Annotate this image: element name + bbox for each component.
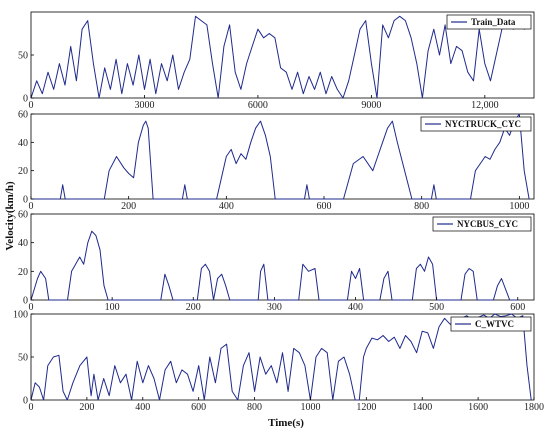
y-tick-label: 0 (23, 94, 28, 105)
legend-box (420, 116, 532, 132)
series-line (30, 313, 532, 401)
legend-label: NYCTRUCK_CYC (445, 119, 521, 129)
legend: Train_Data (446, 14, 532, 30)
y-tick-label: 0 (23, 195, 28, 206)
legend-label: Train_Data (471, 17, 516, 27)
y-tick-label: 50 (18, 51, 28, 62)
x-tick-label: 200 (79, 402, 94, 413)
series-line (30, 15, 531, 99)
chart-panel-1: 0 3000 6000 9000 12,000 0 50 Train_Data (18, 11, 535, 111)
legend-box (450, 316, 532, 332)
y-tick-label: 100 (13, 310, 28, 321)
x-tick-label: 100 (105, 302, 120, 313)
x-tick-label: 1600 (468, 402, 488, 413)
y-tick-label: 60 (18, 110, 28, 121)
legend-box (446, 14, 532, 30)
x-tick-label: 3000 (134, 100, 154, 111)
x-tick-label: 200 (121, 201, 136, 212)
x-axis-title: Time(s) (268, 417, 304, 429)
x-tick-label: 1400 (412, 402, 432, 413)
y-tick-label: 20 (18, 267, 28, 278)
y-tick-label: 60 (18, 210, 28, 221)
series-line (30, 230, 518, 301)
x-tick-label: 0 (29, 100, 34, 111)
legend: NYCBUS_CYC (432, 216, 532, 232)
series-line (31, 113, 530, 200)
y-tick-label: 20 (18, 166, 28, 177)
x-tick-label: 0 (29, 402, 34, 413)
x-tick-label: 1000 (509, 201, 529, 212)
x-tick-label: 600 (317, 201, 332, 212)
x-tick-label: 1800 (524, 402, 544, 413)
plot-frame (30, 313, 535, 401)
x-tick-label: 0 (29, 302, 34, 313)
x-tick-label: 400 (348, 302, 363, 313)
x-tick-label: 12,000 (471, 100, 499, 111)
x-tick-label: 600 (191, 402, 206, 413)
x-tick-label: 600 (510, 302, 525, 313)
x-tick-label: 300 (267, 302, 282, 313)
x-tick-label: 1000 (300, 402, 320, 413)
y-tick-label: 50 (18, 353, 28, 364)
legend-label: C_WTVC (475, 319, 514, 329)
legend-box (432, 216, 532, 232)
x-tick-label: 800 (414, 201, 429, 212)
y-axis-title: Velocity(km/h) (4, 181, 16, 251)
x-tick-label: 500 (429, 302, 444, 313)
x-tick-label: 400 (219, 201, 234, 212)
chart-panel-4: 0 200 400 600 800 1000 1200 1400 1600 1800 0 50 100 C… (13, 310, 544, 414)
chart-panel-2: 0 200 400 600 800 1000 0 20 40 60 NYCTRUCK_CYC (18, 110, 535, 212)
x-tick-label: 1200 (356, 402, 376, 413)
y-tick-label: 0 (23, 296, 28, 307)
x-tick-label: 6000 (248, 100, 268, 111)
x-tick-label: 0 (29, 201, 34, 212)
x-tick-label: 200 (186, 302, 201, 313)
x-tick-label: 800 (247, 402, 262, 413)
legend: C_WTVC (450, 316, 532, 332)
x-tick-label: 9000 (361, 100, 381, 111)
chart-panel-3: 0 100 200 300 400 500 600 0 20 40 60 NYCBUS_CYC (18, 210, 535, 313)
y-tick-label: 40 (18, 138, 28, 149)
y-tick-label: 40 (18, 238, 28, 249)
legend: NYCTRUCK_CYC (420, 116, 532, 132)
x-tick-label: 400 (135, 402, 150, 413)
legend-label: NYCBUS_CYC (457, 219, 518, 229)
y-tick-label: 0 (23, 396, 28, 407)
